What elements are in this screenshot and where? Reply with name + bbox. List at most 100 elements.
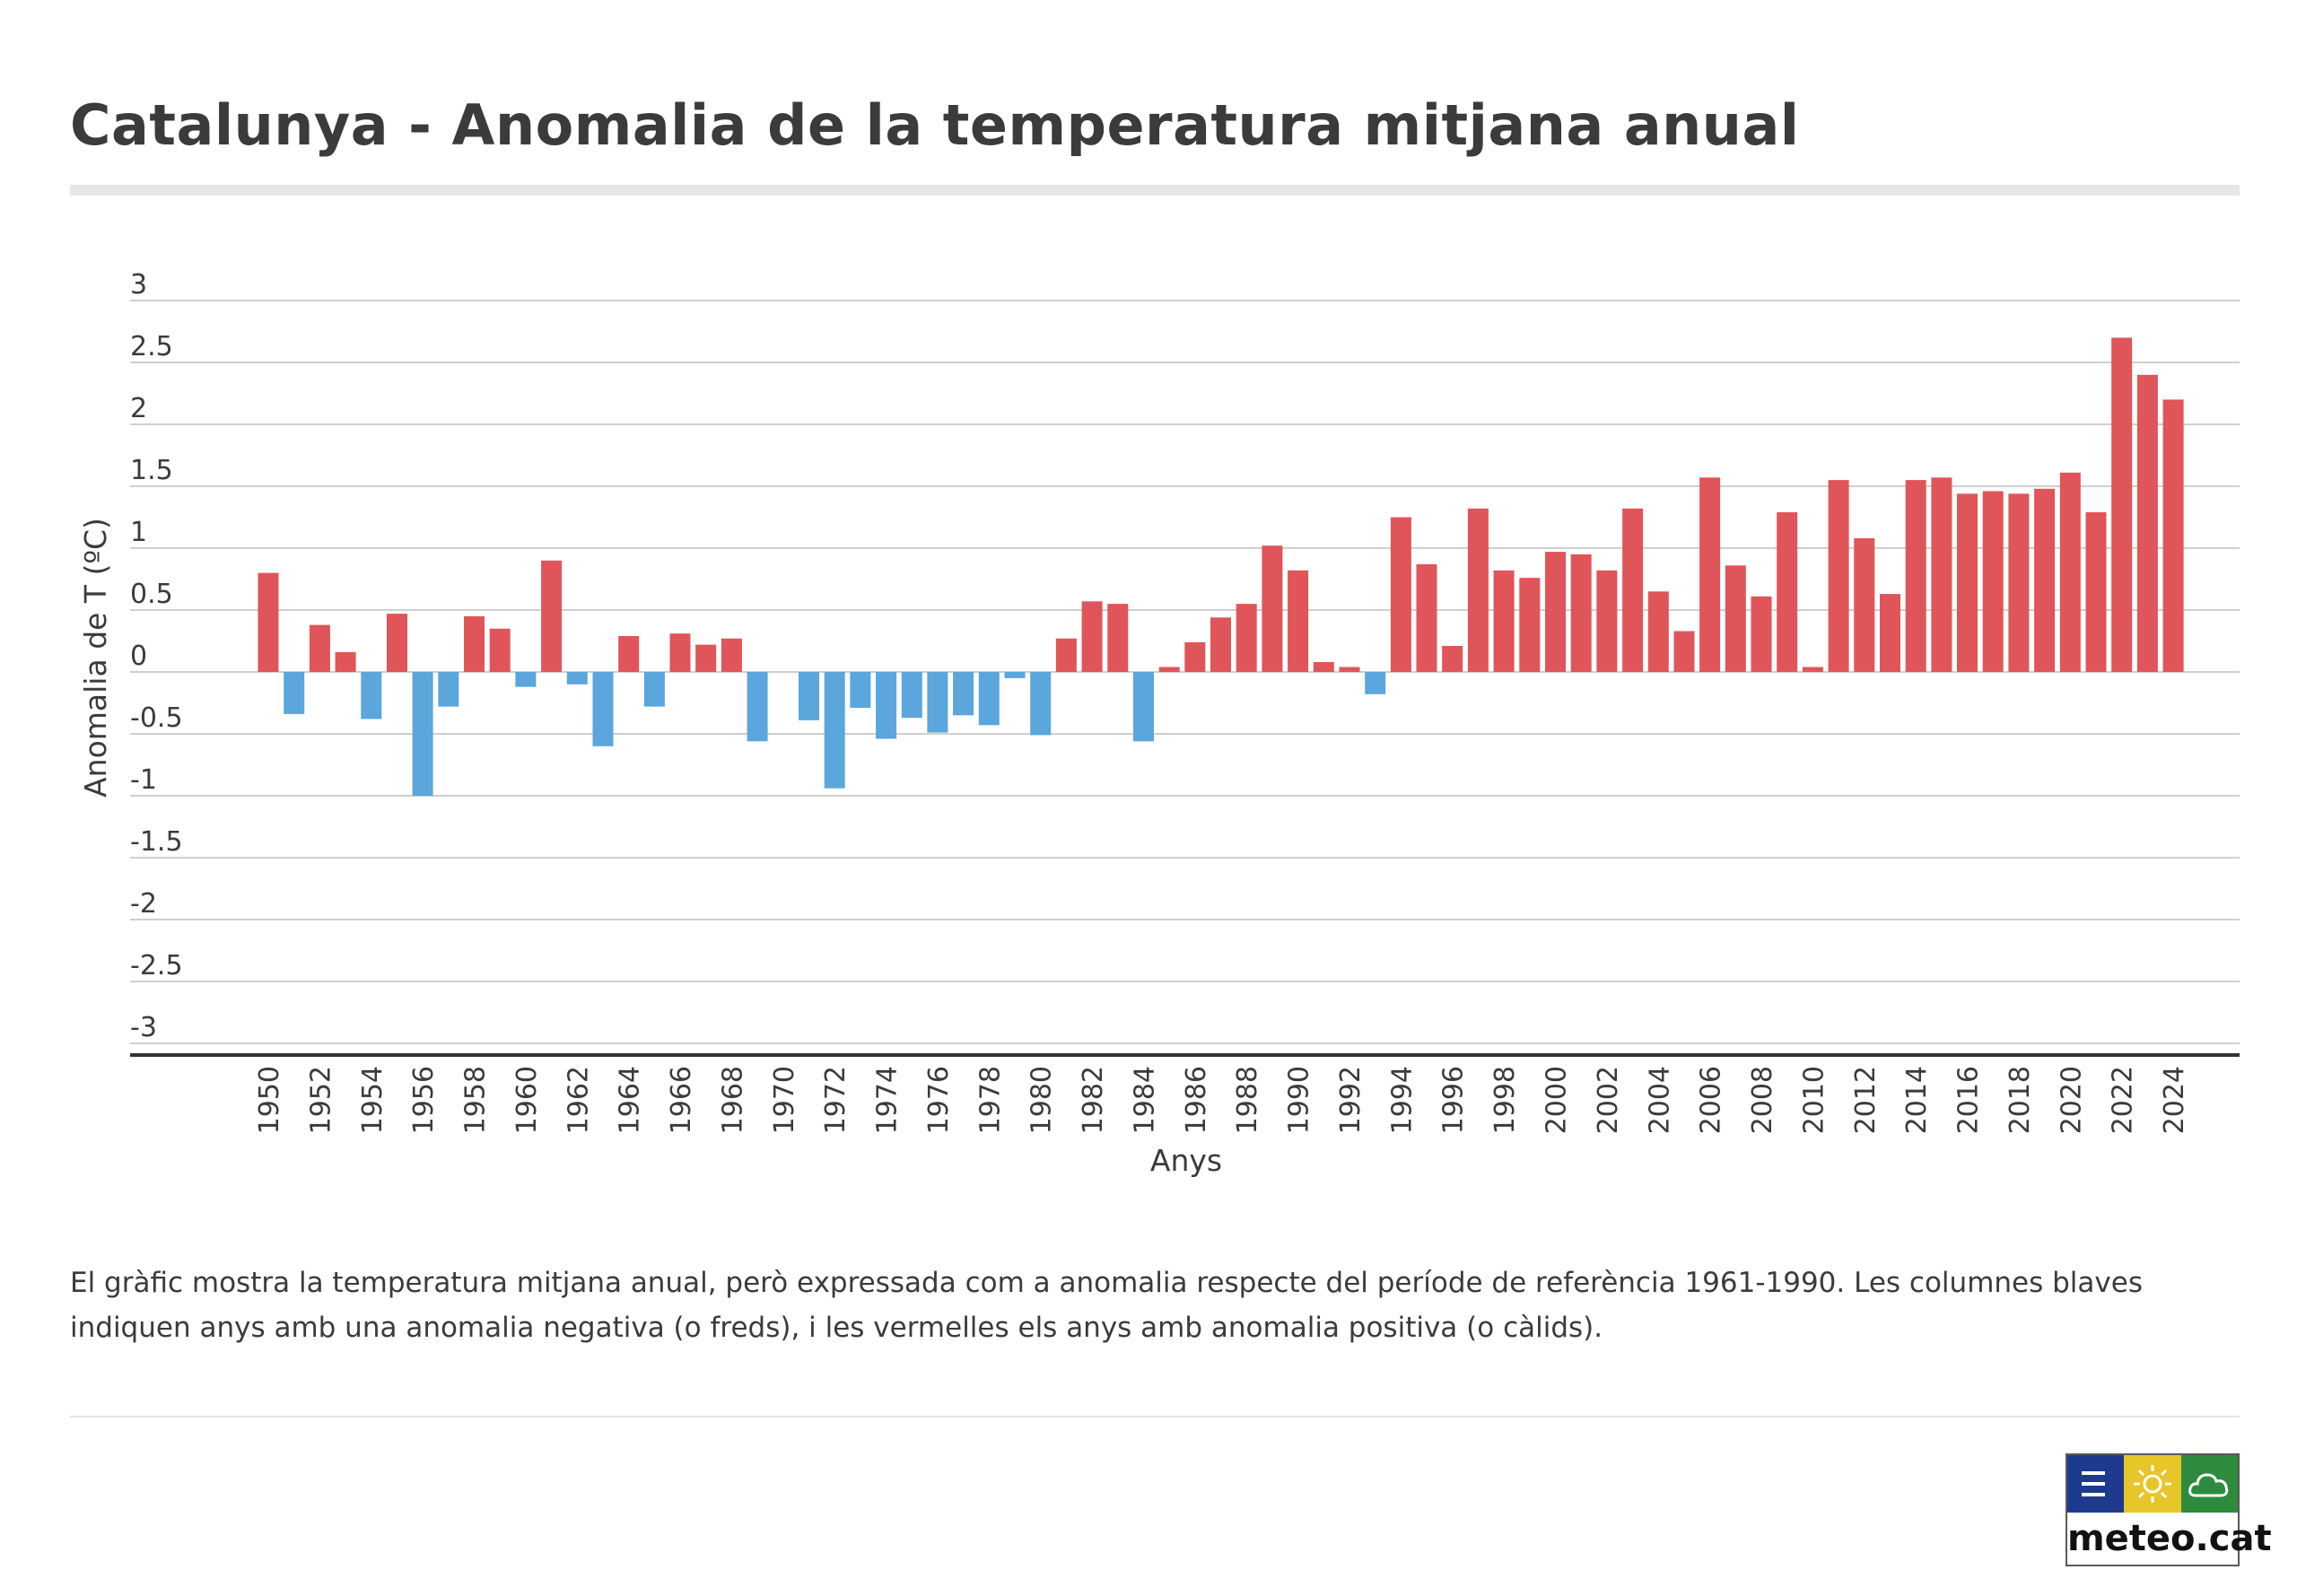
y-tick-label: 1 [130, 517, 147, 548]
y-tick-label: -2.5 [130, 950, 183, 981]
bar-2024 [2162, 399, 2184, 672]
x-tick-label: 1970 [769, 1066, 800, 1134]
x-tick-label: 1984 [1130, 1066, 1161, 1134]
bar-1991 [1313, 662, 1334, 672]
bar-2001 [1570, 554, 1592, 672]
bar-2013 [1880, 594, 1900, 672]
bar-1978 [978, 672, 1000, 726]
x-axis-title: Anys [1150, 1143, 1222, 1178]
x-tick-label: 2000 [1542, 1066, 1573, 1134]
y-tick-label: -1 [130, 764, 157, 796]
bar-1988 [1236, 604, 1257, 672]
y-tick-label: 1.5 [130, 455, 173, 486]
x-tick-label: 1996 [1438, 1066, 1470, 1134]
bar-2015 [1931, 477, 1952, 672]
bar-1987 [1210, 617, 1231, 672]
bar-2009 [1777, 512, 1798, 672]
bar-2004 [1647, 591, 1669, 672]
x-tick-label: 1994 [1386, 1066, 1418, 1134]
bar-1954 [361, 672, 382, 720]
bar-2011 [1828, 480, 1849, 672]
bar-2023 [2136, 374, 2158, 672]
bar-2000 [1545, 552, 1566, 672]
bar-1959 [489, 628, 511, 672]
chart-description: El gràfic mostra la temperatura mitjana … [70, 1267, 2143, 1344]
bar-2006 [1699, 477, 1721, 672]
x-tick-label: 1990 [1284, 1066, 1315, 1134]
bar-1992 [1339, 667, 1360, 672]
bar-1956 [412, 672, 433, 796]
separator [70, 1416, 2240, 1417]
y-tick-label: -1.5 [130, 826, 183, 858]
bar-1962 [566, 672, 588, 685]
bar-1950 [258, 572, 279, 672]
x-tick-label: 2022 [2108, 1066, 2139, 1134]
cloud-icon [2180, 1455, 2238, 1513]
bar-1984 [1133, 672, 1154, 742]
bar-1982 [1081, 601, 1103, 672]
x-tick-label: 2010 [1798, 1066, 1830, 1134]
bar-2012 [1854, 538, 1875, 672]
bar-2021 [2085, 512, 2107, 672]
sun-icon [2124, 1455, 2181, 1513]
bar-2016 [1957, 493, 1978, 672]
bar-2003 [1622, 508, 1644, 672]
bar-2008 [1751, 596, 1772, 672]
y-tick-label: 2.5 [130, 331, 173, 362]
x-tick-label: 1956 [408, 1066, 440, 1134]
bar-1971 [799, 672, 819, 720]
x-tick-label: 2012 [1850, 1066, 1882, 1134]
bar-2014 [1905, 480, 1926, 672]
bar-1958 [464, 615, 485, 672]
bar-1975 [901, 672, 922, 719]
bar-1957 [438, 672, 459, 707]
bar-2010 [1802, 667, 1823, 672]
y-tick-label: 0.5 [130, 579, 173, 610]
bar-1951 [284, 672, 305, 714]
bar-2017 [1982, 491, 2004, 672]
logo-text: meteo.cat [2067, 1518, 2272, 1559]
bar-1995 [1416, 563, 1437, 672]
x-tick-label: 1958 [460, 1066, 492, 1134]
x-tick-label: 1998 [1489, 1066, 1521, 1134]
x-tick-label: 1952 [305, 1066, 336, 1134]
bar-1967 [695, 644, 717, 672]
x-tick-label: 1986 [1181, 1066, 1212, 1134]
y-tick-label: 3 [130, 269, 147, 301]
x-tick-label: 2004 [1644, 1066, 1675, 1134]
y-tick-label: -2 [130, 888, 157, 920]
bar-1989 [1262, 545, 1283, 672]
y-tick-label: -3 [130, 1012, 157, 1043]
x-tick-label: 1972 [820, 1066, 852, 1134]
bar-2018 [2008, 493, 2030, 672]
bar-1985 [1158, 667, 1180, 672]
x-tick-label: 2016 [1953, 1066, 1985, 1134]
bar-1996 [1442, 646, 1463, 672]
bar-1993 [1365, 672, 1386, 694]
bar-1974 [876, 672, 897, 739]
bar-1999 [1519, 578, 1541, 672]
x-tick-label: 1962 [563, 1066, 594, 1134]
bar-1980 [1030, 672, 1052, 736]
x-tick-label: 2002 [1593, 1066, 1624, 1134]
y-axis-title: Anomalia de T (ºC) [78, 518, 113, 798]
y-tick-label: 0 [130, 641, 147, 672]
bar-2007 [1725, 565, 1746, 672]
x-tick-label: 1950 [254, 1066, 285, 1134]
bar-1983 [1107, 604, 1129, 672]
bar-1969 [747, 672, 768, 742]
bar-1997 [1467, 508, 1489, 672]
bar-2002 [1596, 570, 1618, 672]
bar-1998 [1493, 570, 1515, 672]
x-tick-label: 1964 [615, 1066, 646, 1134]
bar-1973 [850, 672, 871, 708]
bar-1977 [953, 672, 974, 716]
bar-1965 [643, 672, 665, 707]
page-title: Catalunya - Anomalia de la temperatura m… [70, 92, 1800, 158]
x-tick-label: 2006 [1696, 1066, 1727, 1134]
bar-1972 [824, 672, 845, 789]
bar-1968 [721, 638, 742, 672]
bar-2005 [1673, 631, 1695, 672]
x-tick-label: 1974 [872, 1066, 904, 1134]
anomaly-bar-chart: 3 2.5 2 1.5 1 0.5 0 -0.5 -1 -1.5 -2 -2.5 -3 1950 1952… [78, 269, 2240, 1178]
